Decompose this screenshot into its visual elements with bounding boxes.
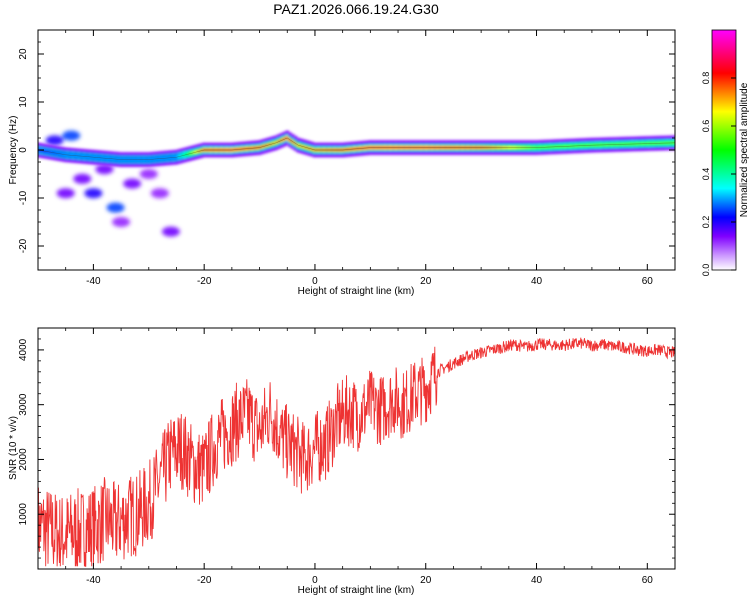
noise-blobs — [45, 130, 180, 237]
snr-y-label: SNR (10 * v/v) — [8, 416, 19, 480]
snr-xtick-label: 60 — [642, 575, 654, 586]
spectrogram-ytick-label: -20 — [18, 238, 29, 253]
spectrogram-y-axis: -20 -10 0 10 20 — [18, 29, 675, 271]
noise-blob — [95, 164, 114, 175]
spectrogram-x-label: Height of straight line (km) — [298, 286, 415, 297]
noise-blob — [84, 188, 103, 199]
colorbar: 0.0 0.2 0.4 0.6 0.8 Normalized spectral ampl… — [701, 29, 750, 277]
spectrogram-xtick-label: 40 — [531, 276, 543, 287]
snr-xtick-label: 40 — [531, 575, 543, 586]
noise-blob — [62, 130, 81, 141]
colorbar-tick-label: 0.2 — [701, 216, 711, 229]
snr-ytick-label: 2000 — [18, 448, 29, 471]
snr-x-label: Height of straight line (km) — [298, 585, 415, 596]
spectrogram-y-label: Frequency (Hz) — [8, 116, 19, 185]
figure-title: PAZ1.2026.066.19.24.G30 — [273, 1, 439, 17]
spectrogram-panel: -40 -20 0 20 40 60 -20 -10 0 10 20 Height of stra… — [8, 29, 676, 297]
snr-xtick-label: -40 — [86, 575, 101, 586]
noise-blob — [123, 178, 142, 189]
colorbar-gradient — [711, 29, 737, 271]
snr-ytick-label: 4000 — [18, 338, 29, 361]
noise-blob — [150, 188, 169, 199]
spectrogram-ytick-label: -10 — [18, 190, 29, 205]
noise-blob — [161, 226, 180, 237]
spectrogram-xtick-label: -20 — [197, 276, 212, 287]
noise-blob — [106, 202, 125, 213]
ridge-centerline — [38, 137, 675, 160]
noise-blob — [139, 169, 158, 179]
spectrogram-xtick-label: 60 — [642, 276, 654, 287]
noise-blob — [73, 173, 92, 184]
snr-ytick-label: 1000 — [18, 503, 29, 526]
noise-blob — [56, 188, 75, 199]
colorbar-label: Normalized spectral amplitude — [739, 82, 750, 217]
colorbar-ticks: 0.0 0.2 0.4 0.6 0.8 — [701, 72, 736, 277]
noise-blob — [45, 135, 64, 146]
snr-ytick-label: 3000 — [18, 393, 29, 416]
colorbar-tick-label: 0.8 — [701, 72, 711, 85]
colorbar-tick-label: 0.0 — [701, 264, 711, 277]
spectrogram-xtick-label: 20 — [420, 276, 432, 287]
snr-xtick-label: -20 — [197, 575, 212, 586]
snr-xtick-label: 20 — [420, 575, 432, 586]
snr-xtick-label: 0 — [312, 575, 318, 586]
spectrogram-xtick-label: 0 — [312, 276, 318, 287]
spectrogram-ytick-label: 10 — [18, 96, 29, 108]
snr-panel: -40 -20 0 20 40 60 1000 2000 3000 4000 Height of… — [8, 327, 676, 596]
snr-x-axis: -40 -20 0 20 40 60 — [37, 328, 676, 586]
snr-series-line — [38, 337, 675, 567]
noise-blob — [112, 217, 131, 227]
spectrogram-x-axis: -40 -20 0 20 40 60 — [37, 30, 676, 287]
snr-y-axis: 1000 2000 3000 4000 — [18, 327, 675, 570]
spectrogram-ytick-label: 20 — [18, 48, 29, 60]
colorbar-tick-label: 0.4 — [701, 168, 711, 181]
spectrogram-xtick-label: -40 — [86, 276, 101, 287]
colorbar-tick-label: 0.6 — [701, 120, 711, 133]
spectrogram-ytick-label: 0 — [18, 147, 29, 153]
heatmap-layer — [38, 130, 675, 237]
